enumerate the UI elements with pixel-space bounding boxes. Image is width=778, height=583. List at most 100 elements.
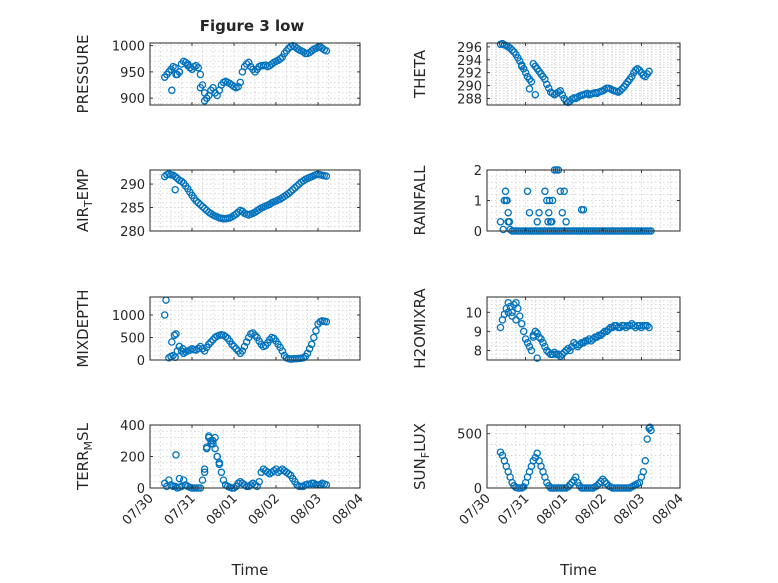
air-temp-data-point: [171, 185, 179, 194]
terr-msl-x-tick-label: 08/02: [246, 491, 283, 528]
air-temp-data-point: [291, 184, 299, 192]
pressure-y-tick-label: 900: [120, 92, 145, 107]
pressure-data-point: [200, 97, 209, 105]
h2omixra-data-point: [599, 329, 607, 338]
pressure-data-point: [194, 63, 203, 72]
mixdepth-data-point: [310, 333, 318, 342]
theta-y-tick-label: 290: [457, 80, 482, 95]
pressure-data-point: [278, 53, 287, 61]
h2omixra-data-point: [579, 339, 588, 347]
h2omixra-data-point: [516, 312, 524, 320]
mixdepth-data-point: [230, 342, 238, 351]
mixdepth-y-tick-label: 0: [137, 354, 145, 369]
h2omixra-data-point: [521, 335, 530, 343]
h2omixra-y-tick-label: 10: [465, 306, 482, 321]
pressure-data-point: [168, 86, 176, 95]
h2omixra-subplot: 8 9 10 H2OMIXRA: [411, 288, 681, 369]
rainfall-data-point: [556, 187, 565, 196]
rainfall-data-point: [496, 218, 505, 226]
mixdepth-data-point: [238, 347, 247, 355]
sun-flux-x-axis-label: Time: [559, 561, 597, 579]
h2omixra-data-point: [593, 333, 601, 341]
theta-data-point: [506, 44, 514, 52]
sun-flux-y-tick-label: 0: [474, 482, 482, 497]
air-temp-subplot: 280 285 290 AIRTEMP: [74, 169, 361, 240]
sun-flux-data-point: [593, 482, 601, 490]
sun-flux-data-point: [533, 449, 541, 457]
mixdepth-data-point: [278, 347, 287, 355]
h2omixra-data-point: [575, 340, 584, 349]
rainfall-data-point: [548, 218, 556, 226]
terr-msl-x-axis-label: Time: [231, 561, 269, 579]
h2omixra-data-point: [589, 335, 597, 343]
pressure-subplot: 900 950 1000 PRESSURE: [74, 35, 361, 113]
h2omixra-data-point: [510, 300, 518, 309]
theta-data-point: [645, 67, 653, 76]
air-temp-data-point: [284, 189, 293, 198]
h2omixra-data-point: [527, 346, 536, 355]
terr-msl-y-axis-label: TERRMSL: [74, 422, 95, 491]
pressure-y-tick-label: 950: [120, 66, 145, 81]
h2omixra-data-point: [512, 316, 520, 324]
mixdepth-data-point: [234, 347, 242, 355]
theta-data-point: [525, 85, 534, 93]
h2omixra-data-point: [643, 321, 651, 330]
theta-y-tick-label: 296: [457, 41, 482, 56]
rainfall-y-tick-label: 0: [474, 225, 482, 240]
h2omixra-data-point: [508, 308, 516, 317]
figure-title: Figure 3 low: [200, 17, 305, 35]
h2omixra-data-point: [533, 329, 541, 338]
mixdepth-data-point: [251, 331, 259, 340]
air-temp-data-point: [177, 177, 186, 186]
sun-flux-data-point: [564, 483, 572, 491]
pressure-data-point: [196, 83, 205, 92]
rainfall-data-point: [562, 218, 570, 226]
sun-flux-x-tick-label: 08/04: [650, 491, 687, 528]
h2omixra-y-axis-label: H2OMIXRA: [411, 288, 429, 369]
mixdepth-subplot: 0 500 1000 MIXDEPTH: [74, 289, 361, 369]
mixdepth-axes-frame: [149, 296, 361, 361]
pressure-axes-frame: [149, 42, 361, 106]
terr-msl-x-tick-label: 07/31: [162, 491, 199, 528]
terr-msl-x-tick-label: 08/03: [288, 491, 325, 528]
rainfall-data-point: [544, 218, 552, 226]
terr-msl-data-point: [172, 451, 180, 459]
air-temp-y-tick-label: 290: [120, 178, 145, 193]
rainfall-data-point: [560, 187, 568, 196]
terr-msl-data-point: [217, 468, 226, 477]
mixdepth-data-point: [305, 345, 314, 353]
rainfall-data-point: [541, 187, 549, 196]
mixdepth-data-point: [209, 336, 217, 344]
mixdepth-data-point: [198, 345, 207, 353]
rainfall-data-point: [558, 208, 567, 217]
h2omixra-data-point: [550, 348, 559, 357]
pressure-data-point: [196, 70, 205, 79]
mixdepth-data-point: [207, 338, 215, 346]
theta-data-point: [521, 68, 530, 77]
theta-data-point: [517, 62, 526, 71]
terr-msl-data-point: [211, 433, 219, 442]
mixdepth-data-point: [179, 345, 187, 353]
pressure-data-point: [175, 68, 184, 76]
pressure-data-point: [186, 63, 194, 72]
theta-y-tick-label: 294: [457, 54, 482, 69]
sun-flux-data-point: [641, 457, 650, 465]
h2omixra-data-point: [533, 354, 541, 362]
h2omixra-data-point: [525, 342, 534, 351]
mixdepth-data-point: [170, 331, 179, 340]
rainfall-y-tick-label: 2: [474, 164, 482, 179]
h2omixra-data-point: [508, 312, 516, 320]
air-temp-y-tick-label: 285: [120, 202, 145, 217]
h2omixra-data-point: [541, 342, 549, 351]
sun-flux-y-axis-label: SUNFLUX: [411, 423, 432, 490]
theta-data-point: [558, 90, 567, 99]
rainfall-y-axis-label: RAINFALL: [411, 165, 429, 236]
air-temp-data-point: [293, 182, 301, 190]
air-temp-y-tick-label: 280: [120, 225, 145, 240]
rainfall-data-point: [545, 196, 554, 205]
mixdepth-y-tick-label: 500: [120, 332, 145, 347]
theta-data-point: [531, 90, 540, 99]
